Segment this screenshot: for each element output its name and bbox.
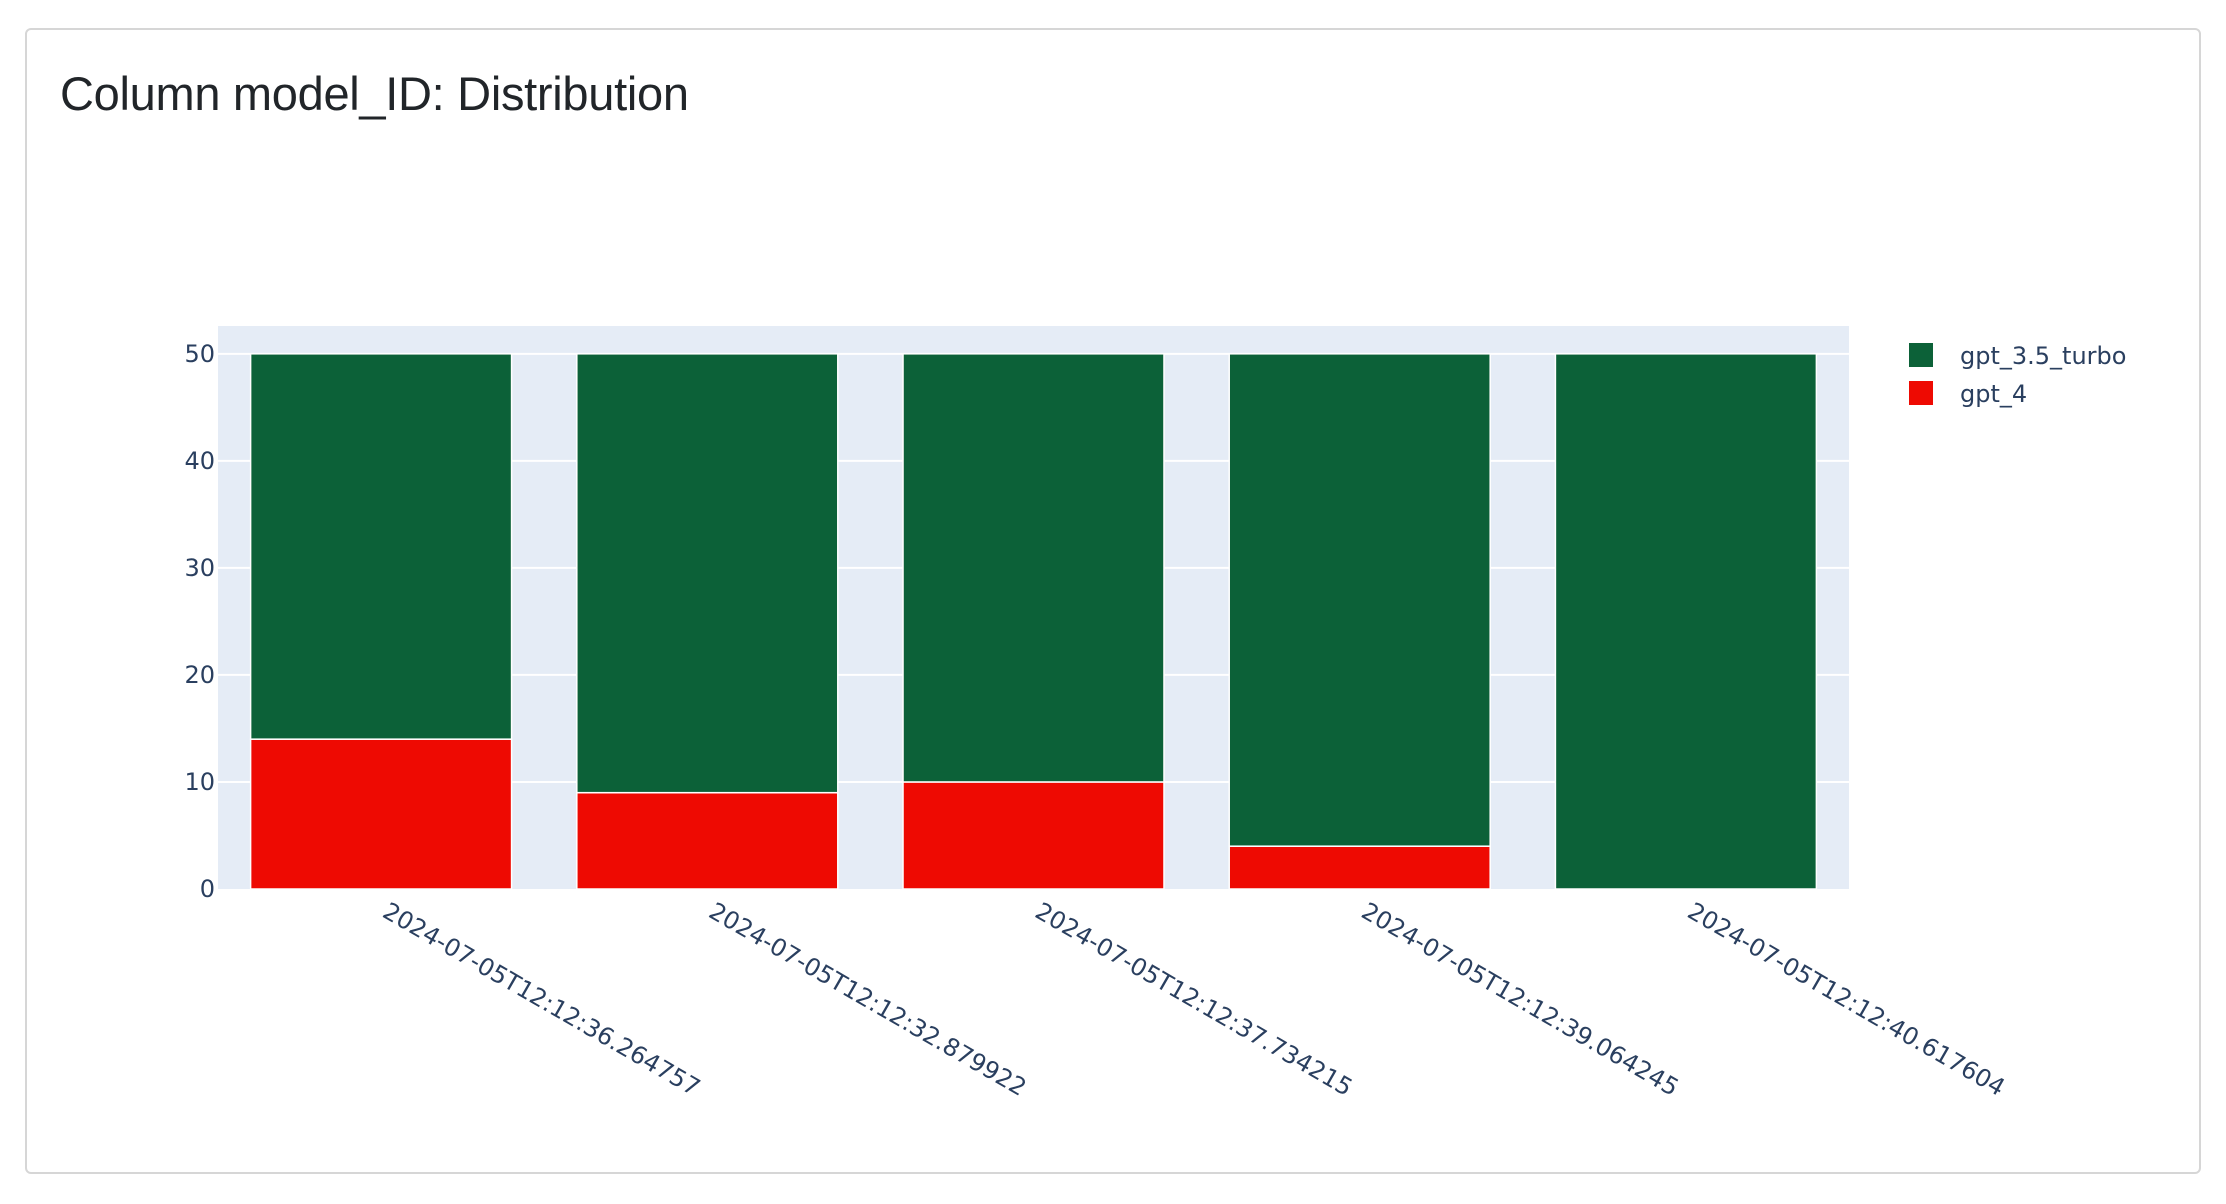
bar-gpt-3-5-turbo[interactable] [902, 353, 1165, 783]
x-tick-label: 2024-07-05T12:12:39.064245 [1357, 897, 1684, 1102]
y-tick-label: 10 [184, 768, 215, 796]
y-tick-label: 50 [184, 340, 215, 368]
bar-gpt-4[interactable] [249, 738, 513, 890]
legend-item-gpt-3-5-turbo[interactable]: gpt_3.5_turbo [1909, 342, 2126, 370]
y-tick-label: 30 [184, 554, 215, 582]
y-tick-label: 40 [184, 447, 215, 475]
x-tick-label: 2024-07-05T12:12:37.734215 [1031, 897, 1358, 1102]
legend-label: gpt_4 [1960, 380, 2027, 408]
bar-gpt-3-5-turbo[interactable] [1228, 353, 1491, 847]
bar-gpt-3-5-turbo[interactable] [576, 353, 839, 794]
x-tick-label: 2024-07-05T12:12:32.879922 [704, 897, 1031, 1102]
x-tick-label: 2024-07-05T12:12:36.264757 [378, 897, 705, 1102]
bar-gpt-4[interactable] [1228, 845, 1491, 890]
bar-gpt-3-5-turbo[interactable] [249, 353, 513, 740]
legend-swatch [1909, 381, 1933, 405]
bar-gpt-4[interactable] [902, 781, 1165, 890]
x-tick-label: 2024-07-05T12:12:40.617604 [1683, 897, 2010, 1102]
bar-gpt-3-5-turbo[interactable] [1554, 353, 1818, 890]
card-title: Column model_ID: Distribution [60, 67, 689, 120]
legend-label: gpt_3.5_turbo [1960, 342, 2126, 370]
y-tick-label: 20 [184, 661, 215, 689]
bar-gpt-4[interactable] [576, 791, 839, 890]
legend-item-gpt-4[interactable]: gpt_4 [1909, 380, 2027, 408]
y-tick-label: 0 [200, 875, 215, 903]
legend-swatch [1909, 343, 1933, 367]
